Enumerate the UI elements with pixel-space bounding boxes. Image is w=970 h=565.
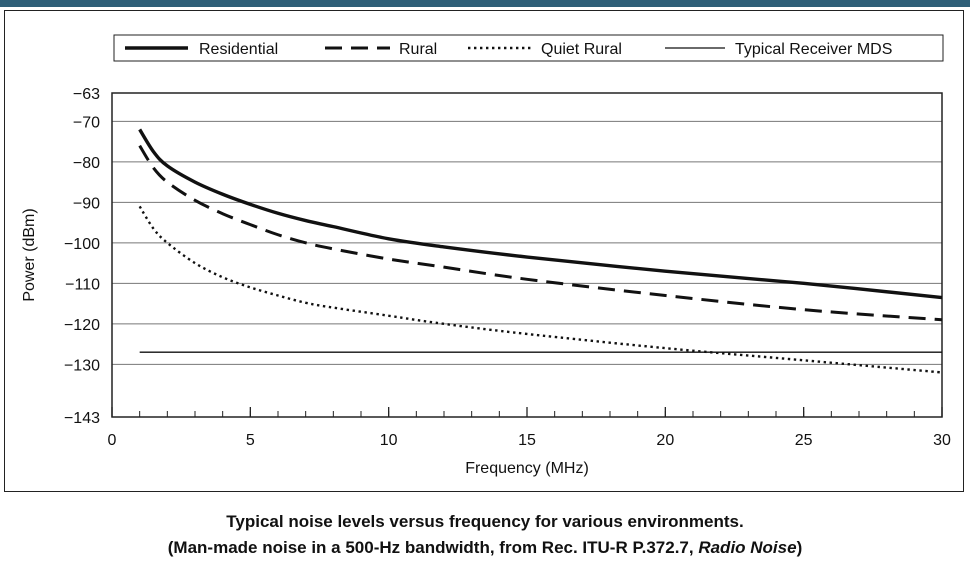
y-tick-label-7: −130 bbox=[64, 357, 100, 374]
series-line-rural bbox=[138, 144, 943, 322]
plot-area bbox=[111, 92, 943, 418]
legend-label-3: Typical Receiver MDS bbox=[735, 41, 892, 58]
y-tick-label-3: −90 bbox=[73, 195, 100, 212]
y-tick-label-4: −100 bbox=[64, 236, 100, 253]
x-tick-label-5: 25 bbox=[795, 432, 813, 449]
caption-line-2: (Man-made noise in a 500-Hz bandwidth, f… bbox=[0, 538, 970, 558]
y-tick-label-5: −110 bbox=[65, 276, 100, 293]
y-axis-label: Power (dBm) bbox=[21, 208, 38, 301]
x-axis-label: Frequency (MHz) bbox=[465, 460, 589, 477]
x-tick-label-1: 5 bbox=[246, 432, 255, 449]
caption-line-1: Typical noise levels versus frequency fo… bbox=[226, 512, 744, 531]
x-tick-label-0: 0 bbox=[108, 432, 117, 449]
y-tick-label-2: −80 bbox=[73, 155, 100, 172]
legend-label-0: Residential bbox=[199, 41, 278, 58]
caption-line-2-prefix: (Man-made noise in a 500-Hz bandwidth, f… bbox=[167, 538, 699, 557]
legend-label-2: Quiet Rural bbox=[541, 41, 622, 58]
legend-label-1: Rural bbox=[399, 41, 437, 58]
caption-line-2-suffix: ) bbox=[796, 538, 803, 557]
x-tick-label-6: 30 bbox=[933, 432, 951, 449]
y-tick-label-0: −63 bbox=[73, 86, 100, 103]
y-tick-label-6: −120 bbox=[64, 317, 100, 334]
top-border-bar bbox=[0, 0, 970, 7]
x-tick-label-3: 15 bbox=[518, 432, 536, 449]
noise-chart: Residential Rural Quiet Rural Typical Recei… bbox=[21, 34, 951, 477]
x-tick-label-4: 20 bbox=[656, 432, 674, 449]
series-line-residential bbox=[138, 128, 943, 300]
x-tick-label-2: 10 bbox=[380, 432, 398, 449]
series-line-quiet-rural bbox=[138, 205, 943, 374]
y-tick-label-8: −143 bbox=[64, 410, 100, 427]
chart-frame: Residential Rural Quiet Rural Typical Recei… bbox=[4, 10, 964, 492]
caption-line-2-italic: Radio Noise bbox=[698, 538, 797, 557]
y-tick-label-1: −70 bbox=[73, 114, 100, 131]
